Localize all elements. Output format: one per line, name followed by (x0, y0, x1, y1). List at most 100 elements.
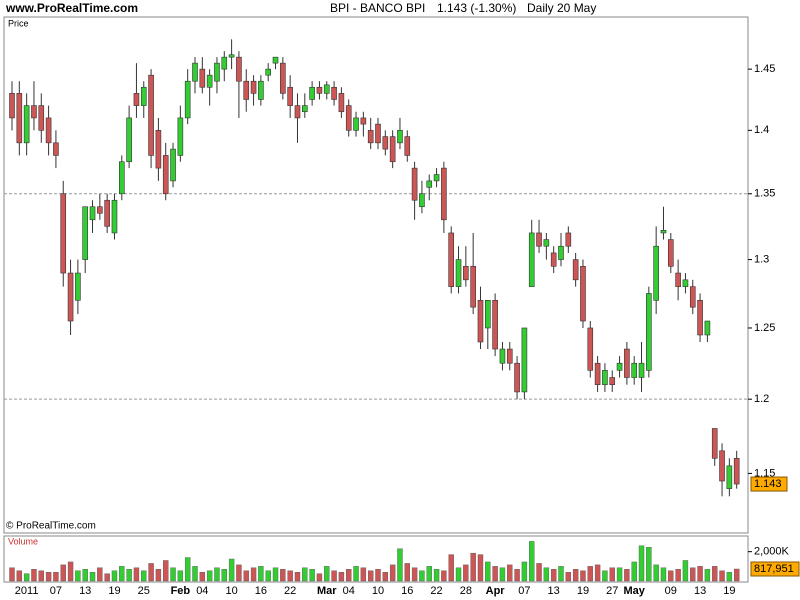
candle-body (82, 206, 88, 260)
y-tick-label: 1.35 (754, 188, 775, 200)
volume-bar (572, 569, 579, 582)
candle-body (31, 105, 37, 119)
volume-bar (536, 563, 542, 582)
volume-bar (45, 572, 52, 582)
candle-body (360, 117, 367, 125)
volume-bar (177, 570, 184, 582)
candle-body (309, 86, 315, 100)
volume-bar (367, 570, 374, 582)
volume-bar (280, 569, 286, 582)
volume-bar (23, 573, 30, 582)
x-tick-label: 13 (694, 585, 706, 597)
candle-body (441, 167, 447, 221)
candle-body (353, 117, 359, 131)
x-tick-label: 04 (343, 585, 355, 597)
x-tick-label: 2011 (15, 585, 39, 597)
volume-bar (638, 545, 645, 582)
y-tick-label: 1.2 (754, 393, 769, 405)
volume-bar (507, 564, 513, 582)
volume-bar (404, 563, 410, 582)
candle-body (667, 239, 674, 267)
candle-body (199, 68, 206, 88)
volume-bar (382, 572, 389, 582)
volume-bar (265, 570, 271, 582)
candle-body (221, 56, 228, 70)
candle-body (148, 74, 154, 156)
candle-body (514, 362, 520, 393)
volume-bar (580, 570, 586, 582)
x-tick-label: 04 (196, 585, 208, 597)
candle-body (470, 265, 476, 308)
volume-bar (338, 572, 345, 582)
candle-body (250, 80, 257, 94)
y-tick-label: 1.25 (754, 322, 775, 334)
volume-bar (148, 563, 154, 582)
x-tick-label: Apr (486, 585, 506, 597)
candle-body (646, 293, 652, 371)
volume-bar (111, 570, 118, 582)
volume-bar (302, 567, 308, 582)
volume-bar (375, 569, 381, 582)
volume-bar (16, 570, 23, 582)
candle-body (711, 428, 718, 459)
candle-body (689, 286, 696, 308)
candle-body (45, 117, 52, 144)
last-price-label: 1.143 (754, 478, 782, 490)
candle-body (719, 450, 725, 482)
volume-bar (550, 569, 557, 582)
candle-body (594, 362, 601, 386)
candle-body (170, 148, 176, 182)
x-tick-label: 22 (284, 585, 296, 597)
volume-bar (433, 569, 440, 582)
volume-bar (646, 547, 652, 582)
volume-bar (697, 566, 703, 582)
candle-body (675, 272, 681, 287)
y-tick-label: 1.45 (754, 63, 775, 75)
volume-bar (631, 561, 637, 582)
volume-bar (170, 567, 176, 582)
volume-bar (411, 567, 418, 582)
volume-bar (163, 560, 169, 582)
x-tick-label: 13 (79, 585, 91, 597)
last-volume-label: 817,951 (754, 563, 794, 575)
volume-bar (67, 561, 74, 582)
volume-bar (309, 569, 315, 582)
volume-bar (31, 569, 37, 582)
y-tick-label: 2,000K (754, 546, 790, 558)
copyright: © ProRealTime.com (6, 521, 96, 532)
candle-body (550, 252, 557, 267)
candle-body (631, 362, 638, 378)
x-tick-label: 16 (255, 585, 267, 597)
volume-bar (477, 554, 484, 582)
volume-bar (441, 570, 447, 582)
x-tick-label: 19 (723, 585, 735, 597)
volume-bar (616, 567, 623, 582)
volume-bar (184, 557, 191, 582)
volume-bar (514, 569, 520, 582)
x-tick-label: May (623, 585, 645, 597)
volume-bar (155, 569, 162, 582)
site-name[interactable]: www.ProRealTime.com (5, 1, 138, 15)
candle-body (580, 265, 586, 322)
volume-bar (214, 567, 220, 582)
volume-bar (499, 567, 506, 582)
candle-body (558, 245, 564, 260)
volume-bar (104, 573, 110, 582)
candle-body (653, 245, 659, 301)
volume-bar (470, 552, 476, 582)
volume-bar (660, 567, 667, 582)
volume-bar (521, 561, 528, 582)
volume-bar (543, 567, 550, 582)
x-tick-label: 09 (665, 585, 677, 597)
candle-body (243, 80, 250, 100)
x-tick-label: 13 (548, 585, 560, 597)
volume-bar (346, 569, 352, 582)
quote: 1.143 (-1.30%) (437, 1, 516, 15)
volume-bar (624, 569, 630, 582)
volume-bar (733, 568, 740, 582)
candle-body (499, 348, 506, 364)
volume-bar (594, 564, 601, 582)
volume-bar (38, 570, 44, 582)
candle-body (272, 56, 279, 64)
